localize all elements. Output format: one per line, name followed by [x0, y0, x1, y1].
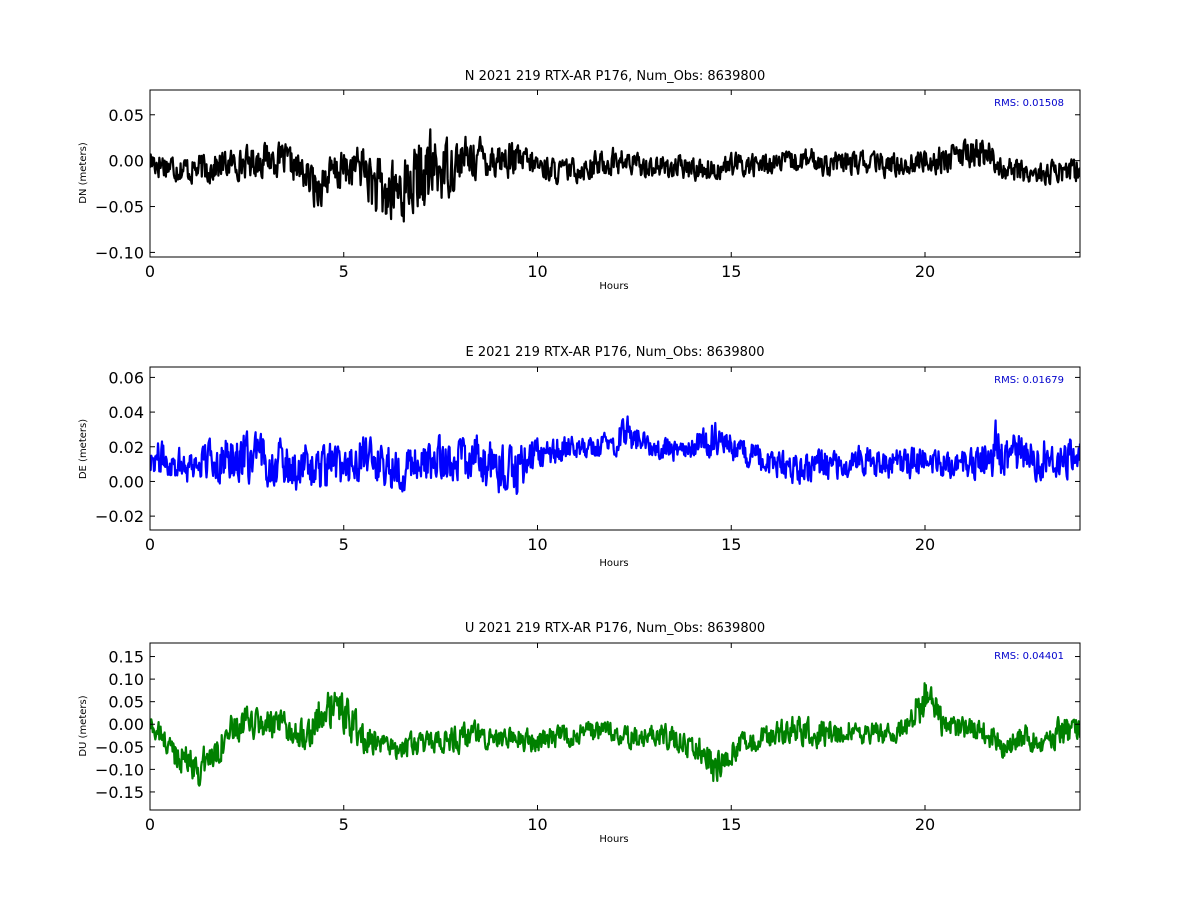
y-tick-label-east-4: 0.06	[108, 368, 144, 387]
y-tick-label-north-3: 0.05	[108, 106, 144, 125]
y-axis-label-up: DU (meters)	[78, 695, 89, 756]
plot-area-north: 0 5 10 15 20 −0.10 −0.05 0.00 0.05	[95, 89, 1081, 281]
x-tick-label-north-2: 10	[527, 262, 547, 281]
rms-annotation-north: RMS: 0.01508	[994, 98, 1064, 109]
x-tick-label-north-3: 15	[721, 262, 741, 281]
x-axis-label-up: Hours	[599, 834, 628, 845]
x-tick-label-north-1: 5	[339, 262, 349, 281]
plot-frame-up	[149, 642, 1081, 811]
chart-title-east: E 2021 219 RTX-AR P176, Num_Obs: 8639800	[466, 345, 765, 360]
plot-area-east: 0 5 10 15 20 −0.02 0.00 0.02 0.04 0.06	[95, 366, 1081, 554]
chart-title-up: U 2021 219 RTX-AR P176, Num_Obs: 8639800	[465, 621, 765, 636]
y-tick-label-up-2: −0.05	[95, 738, 144, 757]
x-tick-label-up-1: 5	[339, 815, 349, 834]
series-line-up	[150, 682, 1080, 787]
subplot-east: E 2021 219 RTX-AR P176, Num_Obs: 8639800…	[78, 345, 1081, 569]
y-tick-label-up-6: 0.15	[108, 648, 144, 667]
plot-frame-north	[149, 89, 1081, 258]
chart-title-north: N 2021 219 RTX-AR P176, Num_Obs: 8639800	[465, 69, 765, 84]
x-axis-label-north: Hours	[599, 281, 628, 292]
plot-frame-east	[149, 366, 1081, 531]
x-tick-label-east-4: 20	[915, 535, 935, 554]
series-line-north	[150, 128, 1080, 223]
series-line-east	[150, 415, 1080, 495]
x-tick-label-up-4: 20	[915, 815, 935, 834]
y-tick-label-up-3: 0.00	[108, 715, 144, 734]
y-tick-label-east-2: 0.02	[108, 438, 144, 457]
y-tick-label-up-4: 0.05	[108, 693, 144, 712]
y-tick-label-up-1: −0.10	[95, 760, 144, 779]
rms-annotation-up: RMS: 0.04401	[994, 651, 1064, 662]
rms-annotation-east: RMS: 0.01679	[994, 375, 1064, 386]
x-tick-label-east-3: 15	[721, 535, 741, 554]
y-tick-label-north-0: −0.10	[95, 243, 144, 262]
x-tick-label-north-0: 0	[145, 262, 155, 281]
x-tick-label-up-2: 10	[527, 815, 547, 834]
x-tick-label-east-1: 5	[339, 535, 349, 554]
y-tick-label-north-1: −0.05	[95, 198, 144, 217]
y-axis-label-north: DN (meters)	[78, 142, 89, 204]
y-tick-label-up-5: 0.10	[108, 670, 144, 689]
y-tick-label-up-0: −0.15	[95, 783, 144, 802]
y-tick-label-east-0: −0.02	[95, 507, 144, 526]
subplot-up: U 2021 219 RTX-AR P176, Num_Obs: 8639800…	[78, 621, 1081, 845]
x-tick-label-east-0: 0	[145, 535, 155, 554]
x-tick-label-east-2: 10	[527, 535, 547, 554]
plot-area-up: 0 5 10 15 20 −0.15 −0.10 −0.05 0.00 0.05 0.10 0.15	[95, 642, 1081, 834]
y-tick-label-east-3: 0.04	[108, 403, 144, 422]
x-tick-label-up-0: 0	[145, 815, 155, 834]
y-axis-label-east: DE (meters)	[78, 419, 89, 479]
x-tick-label-up-3: 15	[721, 815, 741, 834]
y-tick-label-north-2: 0.00	[108, 152, 144, 171]
x-axis-label-east: Hours	[599, 558, 628, 569]
subplot-north: N 2021 219 RTX-AR P176, Num_Obs: 8639800…	[78, 69, 1081, 292]
y-tick-label-east-1: 0.00	[108, 472, 144, 491]
x-tick-label-north-4: 20	[915, 262, 935, 281]
